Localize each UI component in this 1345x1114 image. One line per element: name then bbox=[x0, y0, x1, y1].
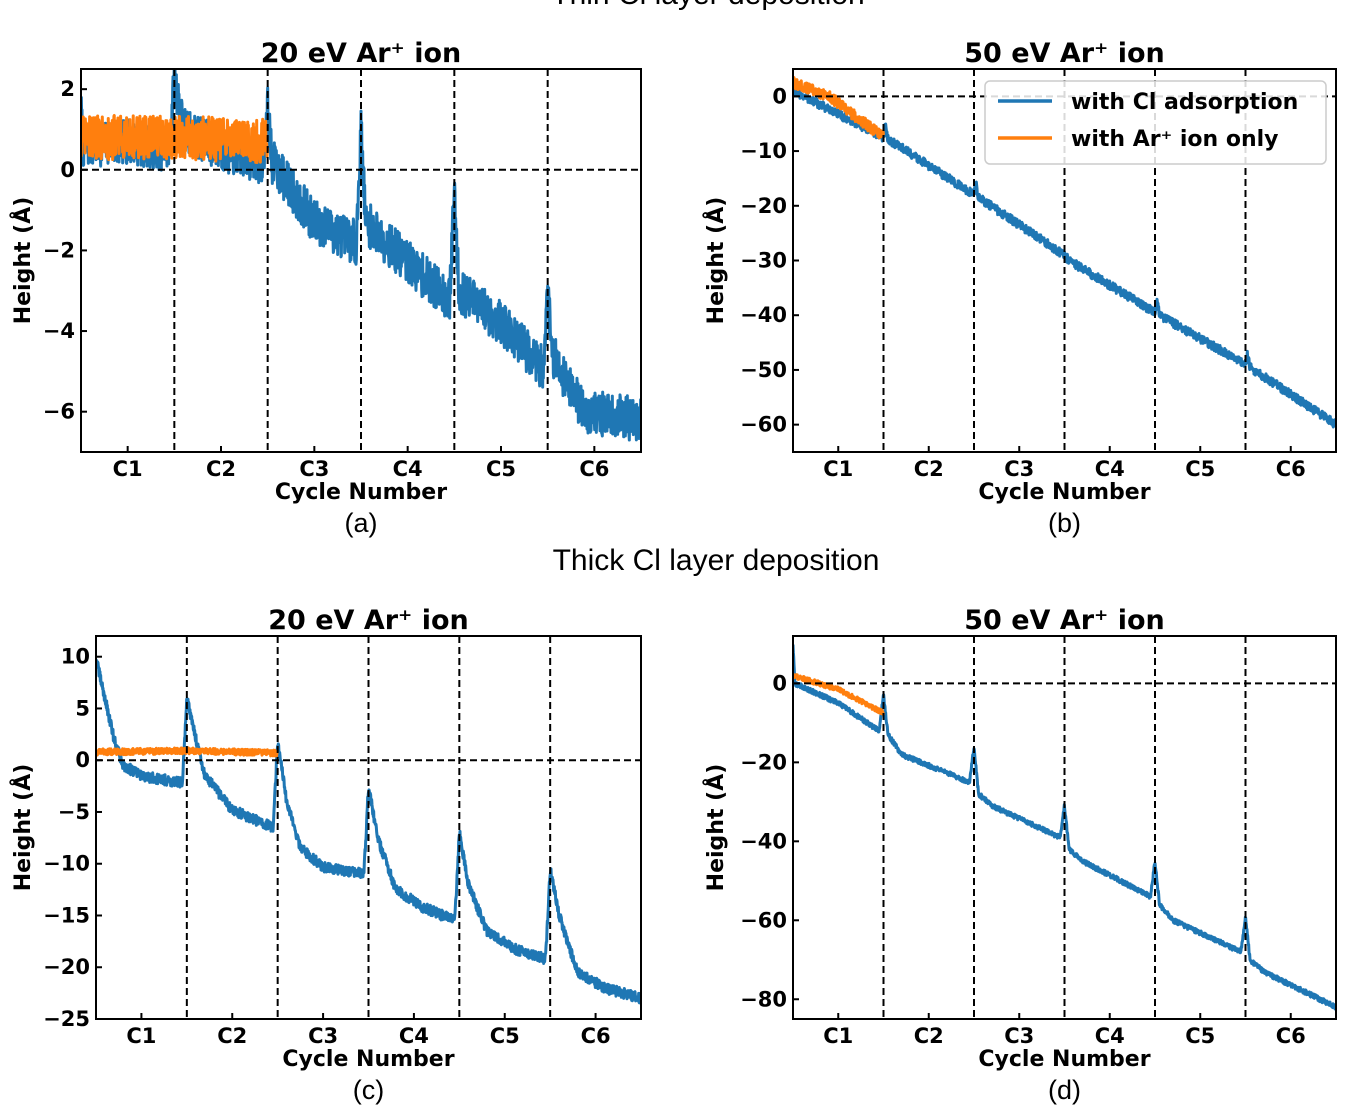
y-tick-label: −80 bbox=[740, 987, 787, 1011]
panel-a: 2 0 −2 −4 −6 C1 C2 C3 C4 C5 C6 20 eV Ar⁺ ion Cycle N… bbox=[10, 38, 642, 538]
series-line bbox=[81, 69, 641, 442]
x-tick-label: C6 bbox=[581, 1024, 611, 1048]
legend: with Cl adsorption with Ar⁺ ion only bbox=[984, 80, 1327, 165]
panel-b: 0 −10 −20 −30 −40 −50 −60 C1 C2 C3 C4 C5 C6 50 eV Ar⁺… bbox=[703, 38, 1337, 538]
y-axis-label: Height (Å) bbox=[703, 197, 729, 325]
y-tick-label: 0 bbox=[772, 671, 787, 695]
x-tick-label: C1 bbox=[823, 457, 853, 481]
y-tick-label: −60 bbox=[740, 413, 787, 437]
y-tick-label: −60 bbox=[740, 908, 787, 932]
subplot-label: (c) bbox=[353, 1075, 384, 1105]
y-tick-label: −6 bbox=[43, 400, 75, 424]
x-tick-label: C6 bbox=[1276, 457, 1306, 481]
y-tick-label: −10 bbox=[740, 139, 787, 163]
x-tick-label: C6 bbox=[579, 457, 609, 481]
x-tick-label: C2 bbox=[914, 457, 944, 481]
y-tick-label: −2 bbox=[43, 238, 75, 262]
y-tick-label: 10 bbox=[61, 645, 90, 669]
x-axis-label: Cycle Number bbox=[978, 1047, 1150, 1072]
legend-box bbox=[984, 80, 1327, 165]
y-tick-label: −20 bbox=[43, 955, 90, 979]
y-tick-label: 0 bbox=[75, 748, 90, 772]
legend-label: with Cl adsorption bbox=[1071, 90, 1298, 115]
y-tick-label: −20 bbox=[740, 750, 787, 774]
y-tick-label: 2 bbox=[60, 77, 75, 101]
subplot-label: (b) bbox=[1048, 508, 1081, 538]
legend-label: with Ar⁺ ion only bbox=[1071, 127, 1279, 152]
x-tick-label: C6 bbox=[1276, 1024, 1306, 1048]
x-tick-label: C5 bbox=[1185, 457, 1215, 481]
y-axis-label: Height (Å) bbox=[10, 764, 36, 892]
section-title-thin: Thin Cl layer deposition bbox=[551, 0, 865, 11]
panel-title: 20 eV Ar⁺ ion bbox=[268, 605, 468, 636]
y-tick-label: −15 bbox=[43, 903, 90, 927]
x-tick-label: C2 bbox=[217, 1024, 247, 1048]
x-tick-label: C3 bbox=[1004, 1024, 1034, 1048]
x-tick-label: C4 bbox=[1095, 1024, 1125, 1048]
y-axis-label: Height (Å) bbox=[10, 197, 36, 325]
x-tick-label: C1 bbox=[113, 457, 143, 481]
y-tick-label: −30 bbox=[740, 249, 787, 273]
x-tick-label: C5 bbox=[1185, 1024, 1215, 1048]
y-tick-label: 0 bbox=[772, 84, 787, 108]
subplot-label: (d) bbox=[1048, 1075, 1081, 1105]
y-tick-label: −20 bbox=[740, 194, 787, 218]
plot-frame bbox=[80, 68, 642, 453]
y-tick-label: 0 bbox=[60, 158, 75, 182]
x-tick-label: C1 bbox=[126, 1024, 156, 1048]
y-axis-label: Height (Å) bbox=[703, 764, 729, 892]
x-tick-label: C5 bbox=[490, 1024, 520, 1048]
y-tick-label: −5 bbox=[58, 800, 90, 824]
y-tick-label: −40 bbox=[740, 303, 787, 327]
x-tick-label: C3 bbox=[299, 457, 329, 481]
panel-c: 10 5 0 −5 −10 −15 −20 −25 C1 C2 C3 C4 C5 C6 20 eV Ar⁺ … bbox=[10, 605, 642, 1105]
series-line bbox=[793, 672, 885, 716]
y-tick-label: −4 bbox=[43, 319, 75, 343]
x-tick-label: C5 bbox=[486, 457, 516, 481]
y-tick-label: −40 bbox=[740, 829, 787, 853]
x-tick-label: C4 bbox=[393, 457, 423, 481]
plot-frame bbox=[95, 635, 642, 1020]
panel-title: 50 eV Ar⁺ ion bbox=[964, 38, 1164, 69]
subplot-label: (a) bbox=[345, 508, 378, 538]
panel-title: 20 eV Ar⁺ ion bbox=[261, 38, 461, 69]
x-tick-label: C4 bbox=[399, 1024, 429, 1048]
series-line bbox=[793, 76, 885, 140]
plot-frame bbox=[792, 635, 1337, 1020]
panel-d: 0 −20 −40 −60 −80 C1 C2 C3 C4 C5 C6 50 eV Ar⁺ ion Cy… bbox=[703, 605, 1337, 1105]
x-tick-label: C4 bbox=[1095, 457, 1125, 481]
x-axis-label: Cycle Number bbox=[978, 480, 1150, 505]
x-axis-label: Cycle Number bbox=[282, 1047, 454, 1072]
x-tick-label: C2 bbox=[914, 1024, 944, 1048]
x-tick-label: C3 bbox=[1004, 457, 1034, 481]
section-title-thick: Thick Cl layer deposition bbox=[553, 544, 880, 577]
y-tick-label: −50 bbox=[740, 358, 787, 382]
x-tick-label: C1 bbox=[823, 1024, 853, 1048]
x-tick-label: C2 bbox=[206, 457, 236, 481]
y-tick-label: −25 bbox=[43, 1007, 90, 1031]
y-tick-label: 5 bbox=[75, 696, 90, 720]
y-tick-label: −10 bbox=[43, 852, 90, 876]
series-line bbox=[96, 658, 641, 1005]
panel-title: 50 eV Ar⁺ ion bbox=[964, 605, 1164, 636]
x-tick-label: C3 bbox=[308, 1024, 338, 1048]
x-axis-label: Cycle Number bbox=[275, 480, 447, 505]
